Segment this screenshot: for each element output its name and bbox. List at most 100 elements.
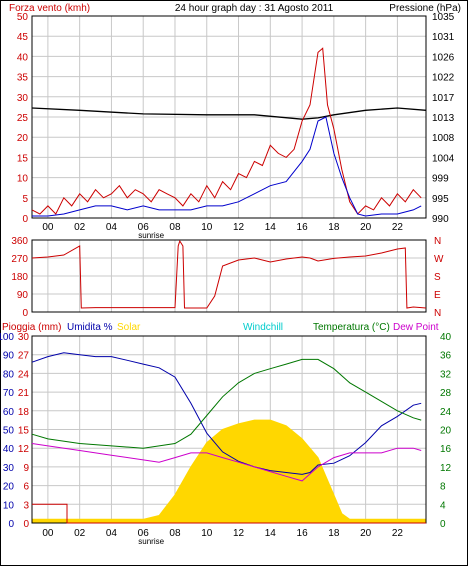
panel3-sunrise-label: sunrise	[138, 537, 164, 546]
panel3-hour-label: 16	[297, 528, 309, 539]
panel3-rain-tick-label: 3	[23, 500, 29, 511]
panel1-left-tick-label: 40	[17, 52, 29, 63]
panel1-right-tick-label: 1013	[432, 113, 455, 124]
panel1-plot-frame	[31, 15, 427, 219]
panel1-right-tick-label: 1022	[432, 73, 455, 84]
panel3-hour-label: 14	[265, 528, 277, 539]
panel3-humidity-tick-label: 10	[3, 500, 15, 511]
panel3-rain-tick-label: 30	[18, 332, 30, 343]
panel3-hour-label: 04	[106, 528, 118, 539]
panel1-right-tick-label: 1026	[432, 52, 455, 63]
panel1-right-tick-label: 1031	[432, 32, 455, 43]
temperature-line	[31, 358, 422, 449]
panel3-hour-label: 18	[328, 528, 340, 539]
legend-rain: Pioggia (mm)	[2, 322, 61, 333]
panel3-humidity-tick-label: 80	[3, 369, 15, 380]
wind-speed-line	[31, 47, 422, 215]
panel3-temp-tick-label: 20	[440, 426, 452, 437]
panel1-left-tick-label: 5	[22, 194, 28, 205]
panel2-right-tick-label: W	[434, 254, 444, 265]
panel3-humidity-tick-label: 20	[3, 482, 15, 493]
panel2-left-tick-label: 360	[11, 236, 28, 247]
panel1-hour-label: 22	[392, 222, 404, 233]
pressure-line	[31, 107, 427, 120]
chart-layer: 5045403530252015105010351031102610221017…	[0, 12, 455, 546]
panel1-left-tick-label: 25	[17, 113, 29, 124]
panel3-humidity-tick-label: 90	[3, 351, 15, 362]
panel3-humidity-tick-label: 100	[0, 332, 14, 343]
panel1-right-tick-label: 990	[432, 214, 449, 225]
panel1-hour-label: 14	[265, 222, 277, 233]
panel3-humidity-tick-label: 60	[3, 407, 15, 418]
panel1-sunrise-label: sunrise	[138, 231, 164, 240]
panel3-hour-label: 08	[169, 528, 181, 539]
panel3-temp-tick-label: 12	[440, 463, 452, 474]
panel3-humidity-tick-label: 50	[3, 426, 15, 437]
panel1-left-tick-label: 30	[17, 93, 29, 104]
panel3-rain-tick-label: 12	[18, 444, 30, 455]
panel1-right-tick-label: 1017	[432, 93, 455, 104]
panel1-hour-label: 18	[328, 222, 340, 233]
legend-temperature: Temperatura (°C)	[313, 322, 390, 333]
panel1-left-tick-label: 0	[22, 214, 28, 225]
panel1-left-tick-label: 10	[17, 174, 29, 185]
panel3-temp-tick-label: 24	[440, 407, 452, 418]
panel3-temp-tick-label: 36	[440, 351, 452, 362]
panel3-temp-tick-label: 32	[440, 369, 452, 380]
panel2-left-tick-label: 180	[11, 272, 28, 283]
rain-line	[32, 503, 426, 524]
panel3-temp-tick-label: 16	[440, 444, 452, 455]
panel3-rain-tick-label: 24	[18, 369, 30, 380]
panel3-humidity-tick-label: 0	[8, 519, 14, 530]
panel1-hour-label: 04	[106, 222, 118, 233]
legend-dewpoint: Dew Point	[393, 322, 439, 333]
panel2-plot-frame	[31, 239, 427, 313]
panel3-rain-tick-label: 18	[18, 407, 30, 418]
panel1-hour-label: 12	[233, 222, 245, 233]
panel3-temp-tick-label: 0	[440, 519, 446, 530]
panel3-hour-label: 02	[74, 528, 86, 539]
panel1-right-tick-label: 1004	[432, 153, 455, 164]
panel3-rain-tick-label: 6	[23, 482, 29, 493]
panel1-left-tick-label: 20	[17, 133, 29, 144]
panel3-temp-tick-label: 28	[440, 388, 452, 399]
panel1-hour-label: 20	[360, 222, 372, 233]
panel2-right-tick-label: S	[434, 272, 441, 283]
panel1-title-left: Forza vento (kmh)	[9, 3, 90, 14]
legend-humidity: Umidita %	[67, 322, 113, 333]
panel3-hour-label: 12	[233, 528, 245, 539]
panel1-hour-label: 08	[169, 222, 181, 233]
panel3-temp-tick-label: 40	[440, 332, 452, 343]
panel3-hour-label: 20	[360, 528, 372, 539]
dewpoint-line	[31, 443, 422, 482]
panel3-humidity-tick-label: 70	[3, 388, 15, 399]
panel2-left-tick-label: 90	[17, 290, 29, 301]
panel1-right-tick-label: 1008	[432, 133, 455, 144]
panel2-right-tick-label: E	[434, 290, 441, 301]
panel2-right-tick-label: N	[434, 236, 441, 247]
wind-average-line	[32, 116, 422, 217]
panel3-hour-label: 00	[42, 528, 54, 539]
panel3-humidity-tick-label: 40	[3, 444, 15, 455]
panel3-rain-tick-label: 9	[23, 463, 29, 474]
panel1-hour-label: 00	[42, 222, 54, 233]
panel3-hour-label: 06	[138, 528, 150, 539]
panel1-left-tick-label: 35	[17, 73, 29, 84]
panel1-hour-label: 02	[74, 222, 86, 233]
panel2-left-tick-label: 270	[11, 254, 28, 265]
panel1-right-tick-label: 1035	[432, 12, 455, 23]
panel3-rain-tick-label: 15	[18, 426, 30, 437]
panel3-hour-label: 22	[392, 528, 404, 539]
panel3-humidity-tick-label: 30	[3, 463, 15, 474]
solar-area	[31, 419, 427, 524]
panel1-right-tick-label: 999	[432, 174, 449, 185]
humidity-line	[31, 352, 422, 475]
panel3-hour-label: 10	[201, 528, 213, 539]
panel3-temp-tick-label: 8	[440, 482, 446, 493]
legend-solar: Solar	[117, 322, 141, 333]
panel3-rain-tick-label: 27	[18, 351, 30, 362]
panel1-right-tick-label: 995	[432, 194, 449, 205]
panel3-temp-tick-label: 4	[440, 500, 446, 511]
panel3-rain-tick-label: 0	[23, 519, 29, 530]
